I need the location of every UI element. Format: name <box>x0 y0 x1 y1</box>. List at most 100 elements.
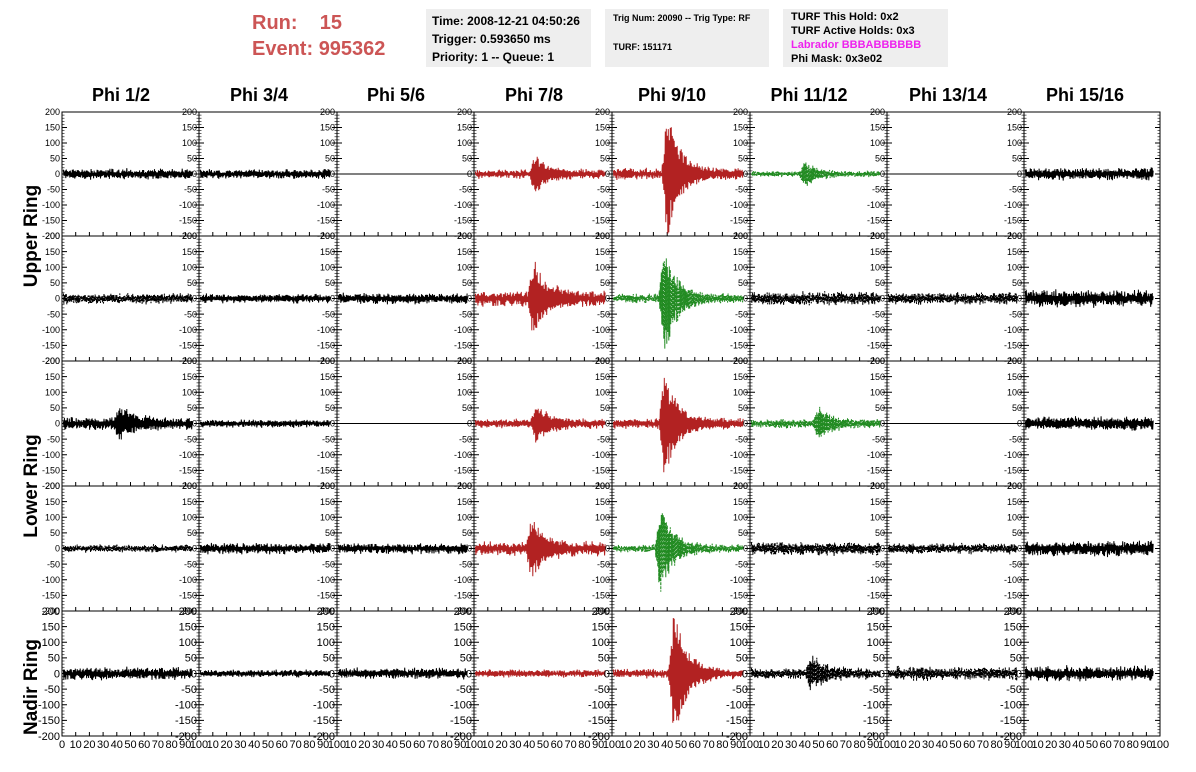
ytick-label-0-2--150: -150 <box>317 216 335 226</box>
ytick-label-2-5-150: 150 <box>733 372 748 382</box>
ytick-label-2-4-0: 0 <box>605 419 610 429</box>
xtick-label-3-100: 100 <box>603 739 621 751</box>
run-value: 15 <box>319 12 343 34</box>
ytick-label-1-0--200: -200 <box>42 356 60 366</box>
ytick-label-3-3-200: 200 <box>457 481 472 491</box>
ytick-label-1-5--150: -150 <box>730 341 748 351</box>
ytick-label-2-6-50: 50 <box>875 403 885 413</box>
xtick-label-1-30: 30 <box>234 739 246 751</box>
xtick-label-3-60: 60 <box>551 739 563 751</box>
xtick-label-0-20: 20 <box>83 739 95 751</box>
ytick-label-0-4-200: 200 <box>595 107 610 117</box>
waveform-4-1 <box>199 669 331 678</box>
ytick-label-0-4-50: 50 <box>600 154 610 164</box>
ytick-label-1-2-0: 0 <box>330 294 335 304</box>
ytick-label-3-1-0: 0 <box>192 544 197 554</box>
xtick-label-2-80: 80 <box>440 739 452 751</box>
waveform-2-4 <box>612 377 744 473</box>
ytick-label-4-7-100: 100 <box>1004 637 1022 649</box>
ytick-label-3-3--150: -150 <box>454 591 472 601</box>
ytick-label-0-3--50: -50 <box>459 185 472 195</box>
ytick-label-2-6-150: 150 <box>870 372 885 382</box>
ytick-label-4-4--150: -150 <box>588 715 610 727</box>
xtick-label-6-30: 30 <box>922 739 934 751</box>
xtick-label-7-40: 40 <box>1072 739 1084 751</box>
ytick-label-3-0-100: 100 <box>45 512 60 522</box>
ytick-label-1-4-100: 100 <box>595 262 610 272</box>
trigger-text: Trigger: 0.593650 ms <box>432 32 551 46</box>
ytick-label-4-6--150: -150 <box>863 715 885 727</box>
ytick-label-4-5-100: 100 <box>730 637 748 649</box>
turf-active-text: TURF Active Holds: 0x3 <box>791 25 915 37</box>
ytick-label-4-1-200: 200 <box>179 606 197 618</box>
ytick-label-2-5-200: 200 <box>733 356 748 366</box>
ytick-label-3-6--100: -100 <box>867 575 885 585</box>
ytick-label-1-4-150: 150 <box>595 247 610 257</box>
ytick-label-1-0-100: 100 <box>45 262 60 272</box>
ytick-label-1-7--100: -100 <box>1004 325 1022 335</box>
waveform-0-7 <box>1024 167 1154 181</box>
ytick-label-2-3--150: -150 <box>454 466 472 476</box>
ytick-label-0-3--150: -150 <box>454 216 472 226</box>
ytick-label-0-4-0: 0 <box>605 169 610 179</box>
ytick-label-0-6-150: 150 <box>870 123 885 133</box>
ytick-label-2-2-150: 150 <box>320 372 335 382</box>
ytick-label-3-6-200: 200 <box>870 481 885 491</box>
ytick-label-1-2--100: -100 <box>317 325 335 335</box>
column-title-5: Phi 9/10 <box>637 85 707 105</box>
ytick-label-3-2--150: -150 <box>317 591 335 601</box>
event-value: 995362 <box>318 38 386 60</box>
ytick-label-3-0--200: -200 <box>42 606 60 616</box>
event-label: Event: <box>252 38 314 60</box>
ytick-label-2-3-0: 0 <box>467 419 472 429</box>
ytick-label-4-3--100: -100 <box>450 700 472 712</box>
ytick-label-1-2-200: 200 <box>320 231 335 241</box>
waveform-1-3 <box>474 261 606 331</box>
ytick-label-0-3-0: 0 <box>467 169 472 179</box>
xtick-label-1-80: 80 <box>303 739 315 751</box>
xtick-label-7-100: 100 <box>1151 739 1169 751</box>
ytick-label-0-5-50: 50 <box>738 154 748 164</box>
ytick-label-1-6--100: -100 <box>867 325 885 335</box>
ytick-label-0-0-100: 100 <box>45 138 60 148</box>
ytick-label-4-3-200: 200 <box>454 606 472 618</box>
ytick-label-0-2-0: 0 <box>330 169 335 179</box>
ytick-label-4-7-200: 200 <box>1004 606 1022 618</box>
ytick-label-2-5-100: 100 <box>733 387 748 397</box>
xtick-label-5-40: 40 <box>799 739 811 751</box>
ytick-label-3-4--150: -150 <box>592 591 610 601</box>
ytick-label-4-1-0: 0 <box>191 668 197 680</box>
ytick-label-1-5-200: 200 <box>733 231 748 241</box>
ytick-label-4-6--200: -200 <box>863 731 885 743</box>
ytick-label-1-3--50: -50 <box>459 309 472 319</box>
ytick-label-0-5-100: 100 <box>733 138 748 148</box>
ytick-label-0-0--150: -150 <box>42 216 60 226</box>
ytick-label-4-7-0: 0 <box>1016 668 1022 680</box>
ytick-label-0-6--100: -100 <box>867 200 885 210</box>
ytick-label-1-1-0: 0 <box>192 294 197 304</box>
ytick-label-4-0--50: -50 <box>44 684 60 696</box>
ytick-label-2-4--100: -100 <box>592 450 610 460</box>
xtick-label-1-50: 50 <box>262 739 274 751</box>
ytick-label-4-4--100: -100 <box>588 700 610 712</box>
xtick-label-1-10: 10 <box>207 739 219 751</box>
ytick-label-2-2--50: -50 <box>322 434 335 444</box>
ytick-label-4-2-50: 50 <box>323 653 335 665</box>
waveform-1-2 <box>337 292 468 305</box>
ytick-label-2-2-100: 100 <box>320 387 335 397</box>
waveform-0-3 <box>474 156 606 192</box>
waveform-2-0 <box>62 408 193 440</box>
column-title-3: Phi 5/6 <box>366 85 426 105</box>
ytick-label-3-3--50: -50 <box>459 559 472 569</box>
ytick-label-3-3-150: 150 <box>457 497 472 507</box>
xtick-label-2-30: 30 <box>372 739 384 751</box>
waveform-4-0 <box>62 666 193 681</box>
xtick-label-7-90: 90 <box>1140 739 1152 751</box>
ytick-label-3-6-50: 50 <box>875 528 885 538</box>
ytick-label-2-6-100: 100 <box>870 387 885 397</box>
ytick-label-3-1-200: 200 <box>182 481 197 491</box>
ytick-label-1-6-0: 0 <box>880 294 885 304</box>
ytick-label-3-7-200: 200 <box>1007 481 1022 491</box>
xtick-label-7-30: 30 <box>1059 739 1071 751</box>
ytick-label-2-3--100: -100 <box>454 450 472 460</box>
